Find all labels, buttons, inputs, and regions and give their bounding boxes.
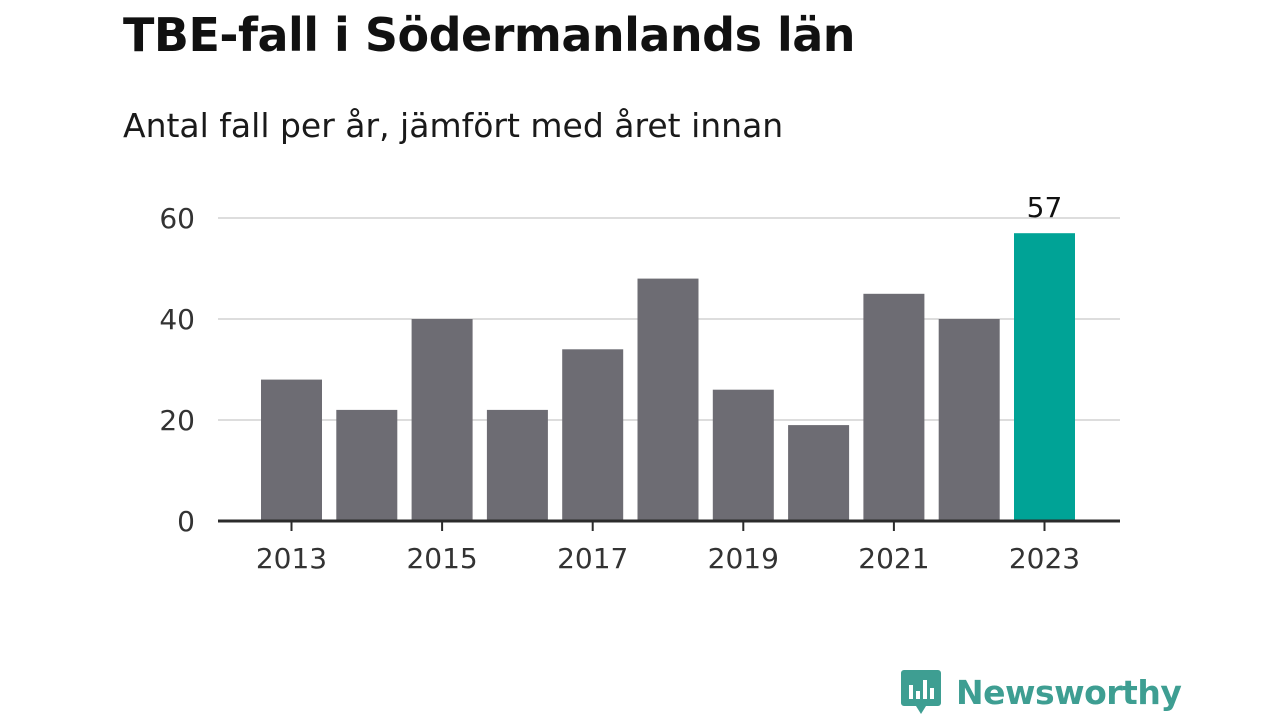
bars — [261, 233, 1075, 522]
y-tick-label: 60 — [159, 202, 195, 235]
bar-2014 — [336, 409, 398, 521]
bar-2020 — [788, 425, 850, 521]
bar-2013 — [261, 379, 322, 521]
brand-logo: Newsworthy — [900, 668, 1182, 716]
x-tick-label: 2019 — [708, 542, 779, 575]
bar-2016 — [486, 409, 548, 521]
bar-2021 — [863, 293, 925, 522]
bar-2017 — [562, 349, 624, 521]
bar-2023 — [1014, 233, 1075, 521]
x-tick-label: 2017 — [557, 542, 628, 575]
bar-chart-speech-bubble-icon — [901, 670, 941, 714]
chart-title: TBE-fall i Södermanlands län — [123, 8, 856, 62]
x-tick-label: 2023 — [1009, 542, 1080, 575]
y-tick-label: 0 — [177, 505, 195, 538]
y-tick-label: 20 — [159, 404, 195, 437]
x-tick-label: 2013 — [256, 542, 327, 575]
chart-subtitle: Antal fall per år, jämfört med året inna… — [123, 106, 784, 145]
y-tick-label: 40 — [159, 303, 195, 336]
x-axis — [218, 519, 1120, 531]
data-label-2023: 57 — [1027, 191, 1063, 224]
x-tick-label: 2015 — [406, 542, 477, 575]
bar-2018 — [637, 278, 699, 521]
bar-2019 — [712, 389, 774, 521]
bar-2015 — [411, 319, 473, 521]
labels: 0 20 40 60 2013 2015 2017 2019 2021 2023 57 — [159, 191, 1080, 575]
x-tick-label: 2021 — [858, 542, 929, 575]
brand-name: Newsworthy — [956, 672, 1182, 712]
bar-2022 — [938, 319, 1000, 521]
